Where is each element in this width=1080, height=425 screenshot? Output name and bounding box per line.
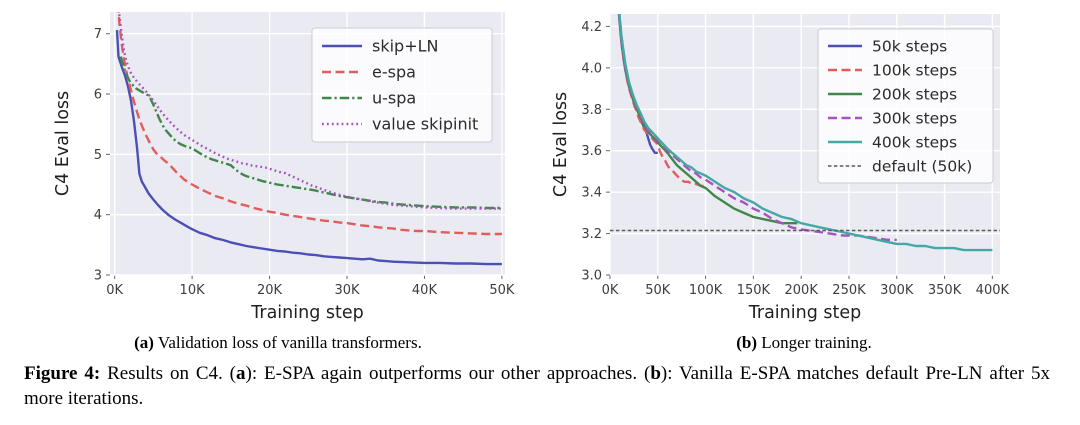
legend-box xyxy=(311,27,493,143)
y-tick-label: 5 xyxy=(94,148,102,163)
x-tick-label: 0K xyxy=(106,283,123,298)
legend-label: value skipinit xyxy=(372,115,478,134)
x-tick-label: 40K xyxy=(412,283,438,298)
x-tick-label: 400K xyxy=(976,283,1010,298)
series-200k steps xyxy=(618,14,798,225)
charts-row: 0K 10K 20K 30K 40K 50K 3 4 5 6 7 Training step C4 Ev… xyxy=(22,0,1060,353)
series-400k steps xyxy=(618,14,993,252)
legend-label: skip+LN xyxy=(372,37,439,56)
legend-label: 200k steps xyxy=(872,86,957,104)
chart-panel-b: 0K 50K 100K 150K 200K 250K 300K 350K 400K 3.0 3.2 3… xyxy=(548,0,1060,353)
legend-label: 50k steps xyxy=(872,38,947,56)
chart-a-validation-loss: 0K 10K 20K 30K 40K 50K 3 4 5 6 7 Training step C4 Ev… xyxy=(53,12,515,323)
x-tick-label: 200K xyxy=(785,283,819,298)
series-value skipinit xyxy=(118,14,502,210)
subcaption-a-tag: (a) xyxy=(134,333,154,352)
legend-label: 400k steps xyxy=(872,134,957,152)
x-tick-label: 10K xyxy=(180,283,206,298)
x-tick-label: 30K xyxy=(334,283,360,298)
x-tick-label: 150K xyxy=(737,283,771,298)
figure-caption-part3: ): Vanilla E-SPA matches default Pre-LN … xyxy=(24,363,1051,409)
series-u-spa xyxy=(119,56,502,210)
y-tick-label: 7 xyxy=(94,27,102,42)
x-tick-label: 100K xyxy=(689,283,723,298)
y-tick-label: 4.2 xyxy=(581,20,602,35)
legend-label: default (50k) xyxy=(872,158,972,176)
legend-label: 300k steps xyxy=(872,110,957,128)
x-axis-label: Training step xyxy=(250,303,363,323)
figure-caption-b: b xyxy=(650,363,661,384)
x-tick-label: 50K xyxy=(489,283,515,298)
subcaption-b-text: Longer training. xyxy=(761,333,872,352)
y-tick-label: 4 xyxy=(94,208,102,223)
x-tick-label: 20K xyxy=(257,283,283,298)
subcaption-b-tag: (b) xyxy=(736,333,758,352)
x-tick-label: 0K xyxy=(602,283,619,298)
y-tick-label: 3.8 xyxy=(581,103,602,118)
figure-caption-a: a xyxy=(236,363,246,384)
y-axis-label: C4 Eval loss xyxy=(551,92,571,197)
figure-caption-part2: ): E-SPA again outperforms our other app… xyxy=(245,363,651,384)
y-tick-label: 3.0 xyxy=(581,269,602,284)
legend-label: 100k steps xyxy=(872,62,957,80)
y-tick-label: 3 xyxy=(94,269,102,284)
series-skip+LN xyxy=(115,30,502,266)
x-tick-label: 50K xyxy=(645,283,671,298)
legend-box xyxy=(817,28,994,184)
x-axis-label: Training step xyxy=(748,303,861,323)
series-e-spa xyxy=(117,12,502,236)
y-tick-label: 6 xyxy=(94,88,102,103)
chart-b-longer-training: 0K 50K 100K 150K 200K 250K 300K 350K 400K 3.0 3.2 3… xyxy=(551,14,1010,323)
x-tick-label: 300K xyxy=(880,283,914,298)
y-tick-label: 3.4 xyxy=(581,186,602,201)
y-tick-label: 3.6 xyxy=(581,144,602,159)
y-tick-label: 4.0 xyxy=(581,61,602,76)
y-axis-label: C4 Eval loss xyxy=(53,91,73,196)
subcaption-b: (b) Longer training. xyxy=(548,333,1060,353)
x-tick-label: 250K xyxy=(832,283,866,298)
figure-caption: Figure 4: Results on C4. (a): E-SPA agai… xyxy=(24,362,1050,411)
legend-label: u-spa xyxy=(372,89,416,108)
figure-caption-label: Figure 4: xyxy=(24,363,101,384)
figure-caption-part1: Results on C4. ( xyxy=(107,363,237,384)
x-tick-label: 350K xyxy=(928,283,962,298)
subcaption-a: (a) Validation loss of vanilla transform… xyxy=(22,333,534,353)
y-tick-label: 3.2 xyxy=(581,227,602,242)
legend-label: e-spa xyxy=(372,63,416,82)
chart-panel-a: 0K 10K 20K 30K 40K 50K 3 4 5 6 7 Training step C4 Ev… xyxy=(22,0,534,353)
subcaption-a-text: Validation loss of vanilla transformers. xyxy=(157,333,422,352)
